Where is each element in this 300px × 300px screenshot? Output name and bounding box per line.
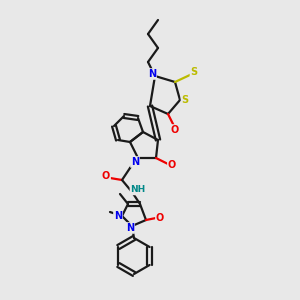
Text: NH: NH xyxy=(130,185,146,194)
Text: O: O xyxy=(156,213,164,223)
Text: S: S xyxy=(190,67,198,77)
Text: N: N xyxy=(114,211,122,221)
Text: S: S xyxy=(182,95,189,105)
Text: N: N xyxy=(148,69,156,79)
Text: O: O xyxy=(102,171,110,181)
Text: N: N xyxy=(126,223,134,233)
Text: O: O xyxy=(168,160,176,170)
Text: N: N xyxy=(131,157,139,167)
Text: O: O xyxy=(171,125,179,135)
